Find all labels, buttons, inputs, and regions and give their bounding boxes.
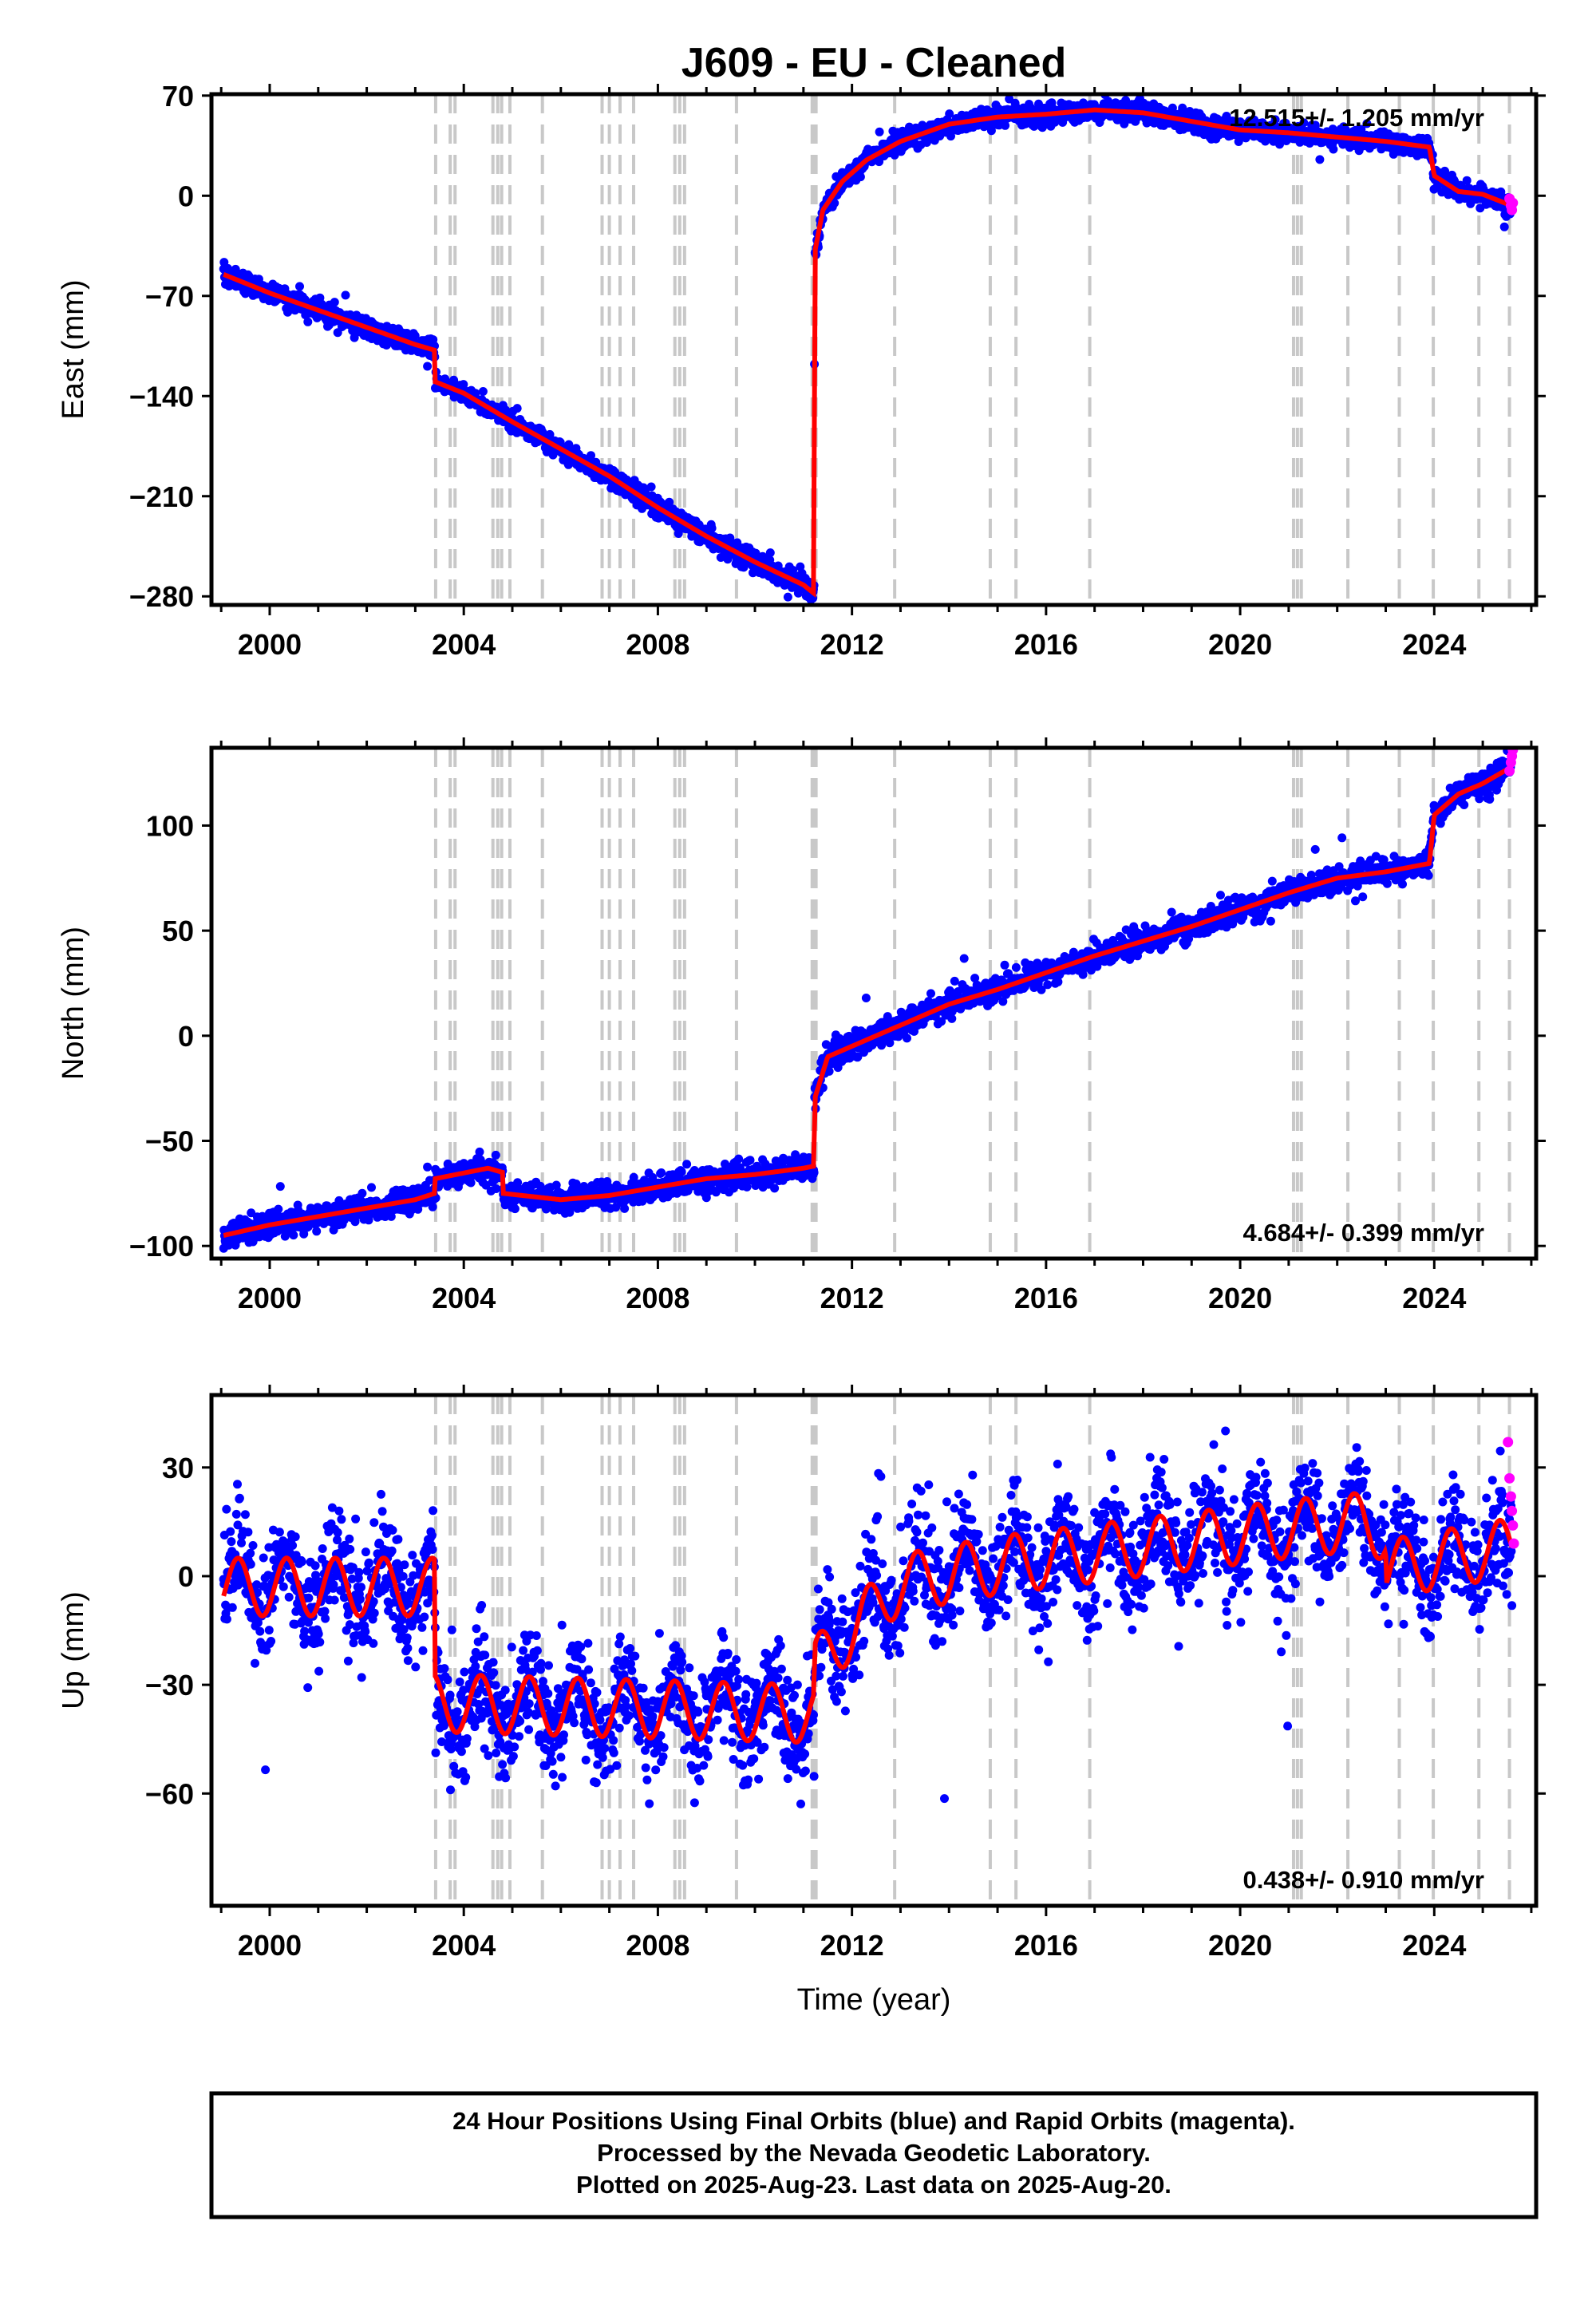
east-final-point	[646, 482, 656, 492]
north-final-point	[620, 1203, 630, 1213]
east-y-tick-label: −210	[129, 480, 194, 513]
figure-title: J609 - EU - Cleaned	[681, 40, 1067, 86]
east-panel: 70 0 −70 −140 −210 −280 2000 2004 2008 2012 2016 20…	[57, 80, 1546, 661]
east-final-point	[739, 563, 749, 572]
north-final-point	[466, 1178, 476, 1188]
north-final-point	[734, 1154, 744, 1164]
east-final-point	[459, 380, 468, 389]
east-final-point	[946, 132, 955, 141]
east-final-point	[330, 298, 339, 307]
east-rate-label: 12.515+/- 1.205 mm/yr	[1229, 104, 1484, 132]
east-final-point	[410, 331, 420, 341]
north-final-point	[274, 1204, 283, 1214]
east-final-point	[303, 317, 313, 326]
east-y-tick-label: −70	[145, 280, 194, 313]
north-final-point	[1043, 980, 1053, 990]
east-final-point	[350, 333, 359, 342]
north-final-point	[950, 976, 959, 986]
east-x-tick-label: 2004	[432, 628, 496, 661]
east-final-points	[219, 94, 1517, 604]
east-final-point	[512, 404, 522, 413]
east-final-point	[1499, 222, 1509, 231]
east-final-point	[783, 592, 792, 602]
north-final-point	[959, 954, 969, 963]
east-y-tick-label: 70	[162, 80, 194, 113]
east-final-point	[765, 548, 775, 558]
north-final-point	[358, 1188, 367, 1198]
north-final-point	[423, 1162, 433, 1172]
north-final-point	[1011, 962, 1021, 972]
east-final-point	[478, 387, 488, 396]
east-final-point	[423, 362, 433, 371]
east-y-tick-label: −140	[129, 380, 194, 413]
north-final-point	[491, 1150, 500, 1160]
north-final-point	[861, 994, 871, 1002]
east-y-tick-label: 0	[178, 180, 194, 212]
east-x-tick-label: 2000	[238, 628, 302, 661]
east-final-point	[875, 127, 884, 136]
north-final-point	[289, 1231, 298, 1240]
east-final-point	[341, 290, 350, 300]
east-final-point	[1001, 121, 1010, 130]
east-final-point	[855, 172, 865, 182]
east-final-point	[1329, 144, 1338, 154]
north-final-points	[219, 748, 1517, 1253]
east-final-point	[890, 150, 899, 160]
north-final-point	[926, 989, 935, 998]
east-final-point	[587, 451, 595, 460]
east-x-tick-label: 2008	[626, 628, 689, 661]
east-x-tick-label: 2020	[1208, 628, 1272, 661]
east-x-tick-label: 2016	[1014, 628, 1078, 661]
east-y-axis-label: East (mm)	[57, 279, 90, 419]
north-final-point	[903, 1034, 911, 1043]
east-x-tick-label: 2024	[1402, 628, 1466, 661]
east-final-point	[945, 109, 954, 119]
north-final-point	[1000, 960, 1009, 970]
north-final-point	[428, 1202, 437, 1211]
north-final-point	[745, 1156, 755, 1165]
north-final-point	[275, 1182, 285, 1192]
north-final-point	[475, 1147, 484, 1156]
north-final-point	[312, 1227, 322, 1236]
north-final-point	[809, 1168, 819, 1177]
east-y-tick-label: −280	[129, 580, 194, 613]
north-final-point	[677, 1167, 686, 1176]
east-x-tick-label: 2012	[820, 628, 884, 661]
north-final-point	[367, 1183, 376, 1192]
east-final-point	[830, 199, 839, 207]
east-final-point	[1462, 176, 1472, 185]
east-final-point	[986, 126, 996, 136]
east-final-point	[1315, 155, 1325, 164]
east-final-point	[788, 566, 798, 575]
east-final-point	[707, 524, 717, 533]
east-rapid-point	[1507, 197, 1519, 208]
north-final-point	[657, 1168, 666, 1177]
north-plot-area	[219, 748, 1519, 1259]
east-plot-area	[219, 94, 1519, 605]
east-final-point	[295, 282, 304, 291]
north-final-point	[682, 1160, 692, 1169]
north-final-point	[770, 1184, 780, 1193]
north-final-point	[510, 1204, 519, 1214]
